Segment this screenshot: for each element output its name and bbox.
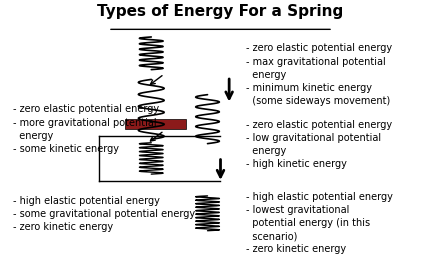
Text: - zero elastic potential energy
- low gravitational potential
  energy
- high ki: - zero elastic potential energy - low gr… [247,120,392,169]
Text: - zero elastic potential energy
- max gravitational potential
  energy
- minimum: - zero elastic potential energy - max gr… [247,43,392,106]
Text: - high elastic potential energy
- lowest gravitational
  potential energy (in th: - high elastic potential energy - lowest… [247,192,393,254]
FancyBboxPatch shape [125,119,186,129]
Text: - high elastic potential energy
- some gravitational potential energy
- zero kin: - high elastic potential energy - some g… [13,196,195,232]
Title: Types of Energy For a Spring: Types of Energy For a Spring [97,4,344,19]
Text: - zero elastic potential energy
- more gravitational potential
  energy
- some k: - zero elastic potential energy - more g… [13,105,159,154]
